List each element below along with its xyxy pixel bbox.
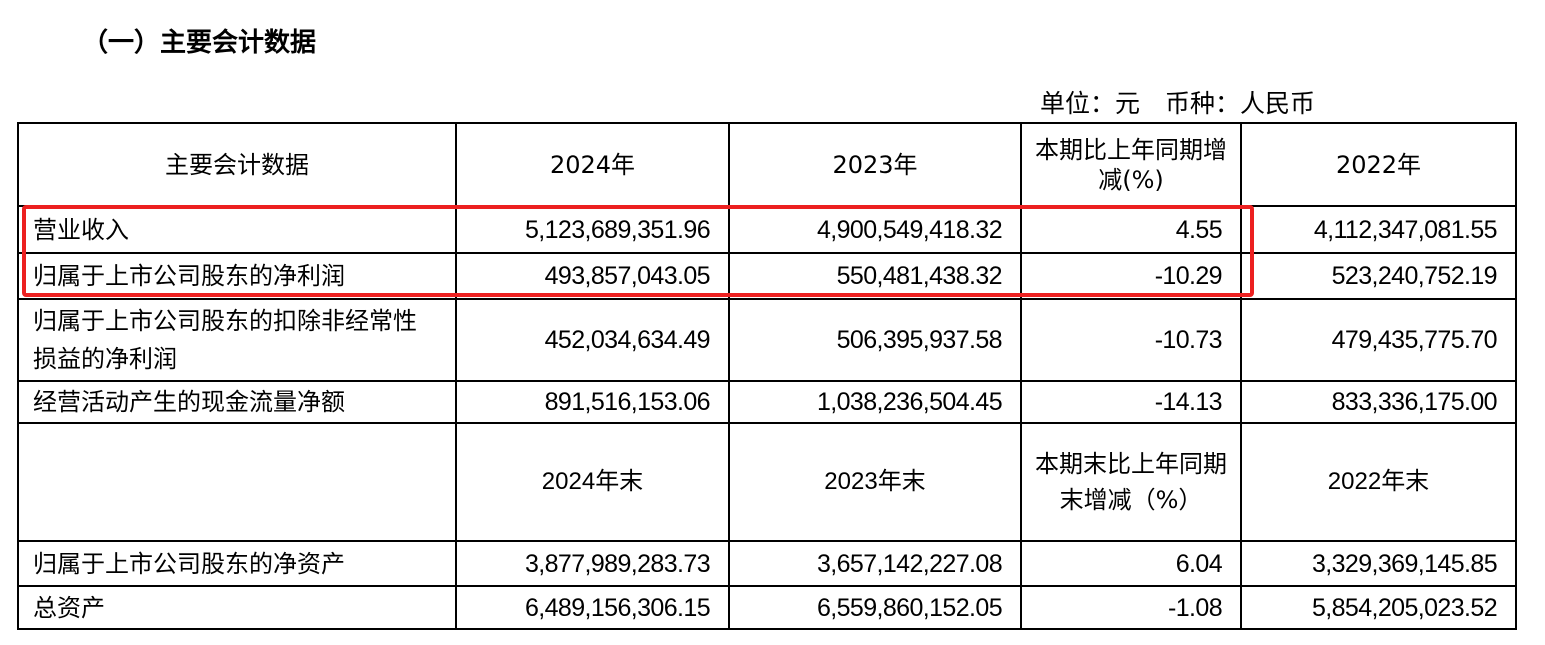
header-cell: 本期末比上年同期末增减（%） — [1020, 422, 1242, 542]
value-cell: 3,657,142,227.08 — [728, 540, 1022, 587]
header-cell: 2022年末 — [1240, 422, 1517, 542]
table-row: 营业收入 5,123,689,351.96 4,900,549,418.32 4… — [17, 205, 1517, 254]
row-label: 总资产 — [17, 585, 457, 630]
row-label: 营业收入 — [17, 205, 457, 254]
row-label: 归属于上市公司股东的净利润 — [17, 252, 457, 300]
key-accounting-data-table: 主要会计数据 2024年 2023年 本期比上年同期增减(%) 2022年 营业… — [17, 122, 1517, 630]
header-row-period-end: 2024年末 2023年末 本期末比上年同期末增减（%） 2022年末 — [17, 422, 1517, 542]
header-row: 主要会计数据 2024年 2023年 本期比上年同期增减(%) 2022年 — [17, 122, 1517, 207]
value-cell: 452,034,634.49 — [455, 298, 730, 382]
row-label: 归属于上市公司股东的净资产 — [17, 540, 457, 587]
value-cell: 523,240,752.19 — [1240, 252, 1517, 300]
value-cell: 493,857,043.05 — [455, 252, 730, 300]
value-cell: -14.13 — [1020, 380, 1242, 424]
row-label: 归属于上市公司股东的扣除非经常性损益的净利润 — [17, 298, 457, 382]
value-cell: 1,038,236,504.45 — [728, 380, 1022, 424]
table-row: 归属于上市公司股东的扣除非经常性损益的净利润 452,034,634.49 50… — [17, 298, 1517, 382]
value-cell: -1.08 — [1020, 585, 1242, 630]
header-cell: 本期比上年同期增减(%) — [1020, 122, 1242, 207]
value-cell: 833,336,175.00 — [1240, 380, 1517, 424]
value-cell: 550,481,438.32 — [728, 252, 1022, 300]
value-cell: 6,489,156,306.15 — [455, 585, 730, 630]
value-cell: 3,877,989,283.73 — [455, 540, 730, 587]
value-cell: 5,123,689,351.96 — [455, 205, 730, 254]
value-cell: -10.73 — [1020, 298, 1242, 382]
value-cell: 479,435,775.70 — [1240, 298, 1517, 382]
value-cell: 4.55 — [1020, 205, 1242, 254]
value-cell: 6,559,860,152.05 — [728, 585, 1022, 630]
value-cell: 3,329,369,145.85 — [1240, 540, 1517, 587]
value-cell: 5,854,205,023.52 — [1240, 585, 1517, 630]
table-row: 归属于上市公司股东的净资产 3,877,989,283.73 3,657,142… — [17, 540, 1517, 587]
value-cell: 891,516,153.06 — [455, 380, 730, 424]
row-label: 经营活动产生的现金流量净额 — [17, 380, 457, 424]
header-cell — [17, 422, 457, 542]
table-row: 经营活动产生的现金流量净额 891,516,153.06 1,038,236,5… — [17, 380, 1517, 424]
highlight-box — [22, 205, 1254, 297]
header-cell: 主要会计数据 — [17, 122, 457, 207]
header-cell: 2024年 — [455, 122, 730, 207]
header-cell: 2023年 — [728, 122, 1022, 207]
header-cell: 2024年末 — [455, 422, 730, 542]
value-cell: 6.04 — [1020, 540, 1242, 587]
value-cell: -10.29 — [1020, 252, 1242, 300]
table-row: 归属于上市公司股东的净利润 493,857,043.05 550,481,438… — [17, 252, 1517, 300]
unit-currency-note: 单位：元 币种：人民币 — [1040, 89, 1316, 118]
header-cell: 2023年末 — [728, 422, 1022, 542]
table-row: 总资产 6,489,156,306.15 6,559,860,152.05 -1… — [17, 585, 1517, 630]
value-cell: 4,112,347,081.55 — [1240, 205, 1517, 254]
section-title: （一）主要会计数据 — [82, 28, 317, 58]
value-cell: 506,395,937.58 — [728, 298, 1022, 382]
header-cell: 2022年 — [1240, 122, 1517, 207]
